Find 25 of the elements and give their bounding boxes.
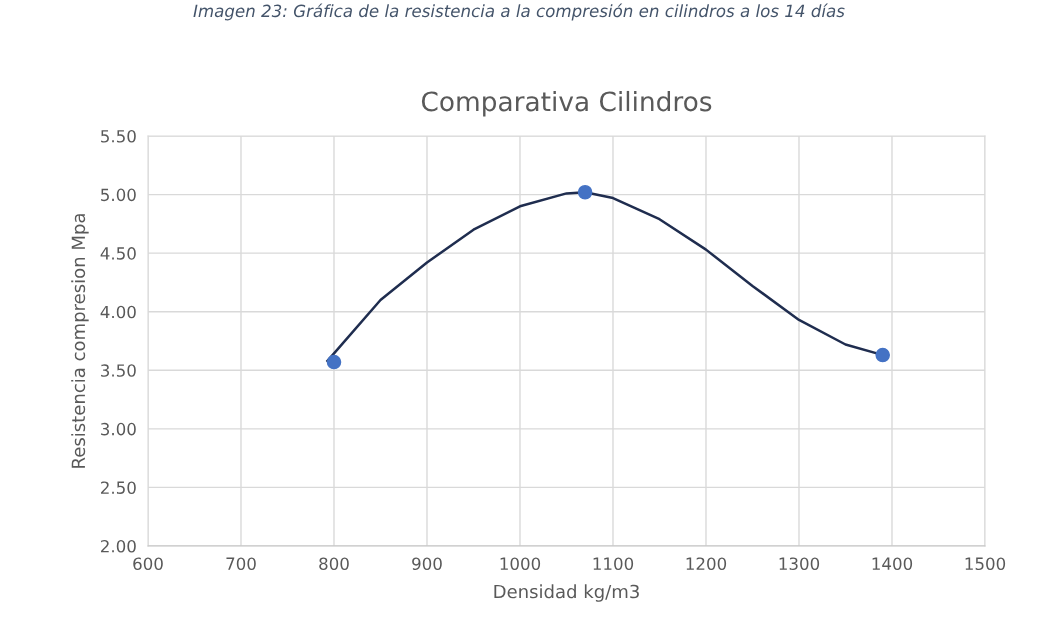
y-tick-label: 4.50	[100, 247, 136, 260]
chart-title: Comparativa Cilindros	[421, 90, 712, 117]
y-tick-label: 5.50	[101, 129, 136, 143]
x-tick-label: 700	[226, 557, 256, 571]
y-axis-title: Resistencia compresion Mpa	[71, 214, 89, 468]
y-tick-label: 4.00	[100, 305, 136, 319]
point	[326, 354, 342, 370]
x-tick-label: 1100	[593, 557, 634, 571]
y-tick-label: 2.00	[101, 539, 136, 553]
x-tick-label: 1200	[686, 557, 727, 571]
x-tick-label: 1500	[965, 557, 1006, 571]
x-tick-label: 1300	[779, 557, 820, 571]
y-tick-label: 3.50	[101, 364, 136, 377]
text: Imagen 23: Gráfica de la resistencia a la compresión en cilindros a los 14 días	[193, 3, 845, 21]
y-tick-label: 5.00	[101, 188, 136, 202]
point	[875, 347, 890, 363]
x-tick-label: 800	[319, 557, 349, 571]
x-tick-label: 600	[133, 557, 163, 571]
y-tick-label: 2.50	[101, 481, 136, 494]
x-tick-label: 1000	[500, 557, 541, 571]
x-axis-title: Densidad kg/m3	[494, 584, 639, 602]
x-tick-label: 1400	[872, 557, 913, 571]
y-tick-label: 3.00	[101, 422, 136, 436]
x-tick-label: 900	[412, 557, 442, 571]
point	[577, 184, 593, 200]
